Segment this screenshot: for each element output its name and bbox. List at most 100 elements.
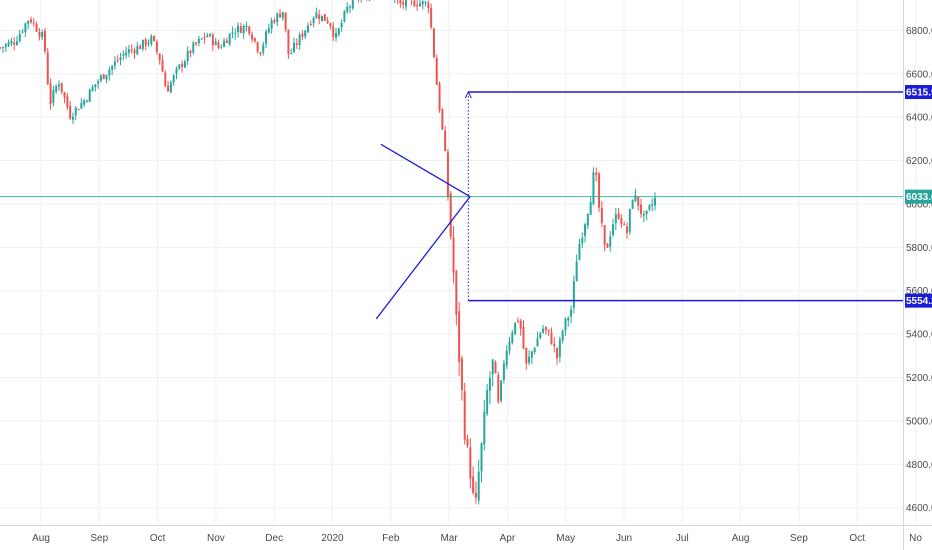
candle-body [421, 1, 424, 5]
candle-body [315, 12, 318, 19]
candle-body [469, 447, 472, 479]
candle-body [544, 326, 547, 331]
time-axis[interactable]: Aug Sep Oct Nov Dec 2020 Feb Mar Apr May Jun Jul Aug… [0, 525, 932, 545]
candle-body [295, 43, 298, 45]
candle-body [351, 0, 354, 9]
candle-body [301, 33, 304, 37]
candle-body [539, 333, 542, 339]
candle-body [77, 109, 80, 111]
candle-body [41, 32, 44, 38]
candle-body [228, 33, 231, 45]
candle-body [113, 61, 116, 66]
x-tick-label: Aug [732, 533, 750, 544]
candle-body [49, 83, 52, 105]
candle-body [634, 195, 637, 202]
candle-body [458, 311, 461, 362]
pattern-drawings[interactable] [0, 90, 903, 320]
x-tick-label: Jun [616, 533, 632, 544]
candle-body [85, 100, 88, 102]
x-tick-label: Sep [90, 533, 108, 544]
candle-body [57, 84, 60, 87]
candle-body [626, 226, 629, 233]
candle-body [189, 50, 192, 54]
candle-body [265, 31, 268, 44]
y-tick-label: 6600.0 [906, 69, 932, 80]
candle-body [525, 347, 528, 364]
candle-body [430, 7, 433, 28]
candle-body [35, 23, 38, 32]
candle-body [620, 218, 623, 224]
candle-body [343, 11, 346, 22]
candle-body [589, 202, 592, 215]
candle-body [200, 38, 203, 40]
candle-body [556, 347, 559, 359]
candle-body [424, 2, 427, 4]
candle-body [603, 225, 606, 245]
candle-body [139, 46, 142, 49]
candle-body [444, 130, 447, 151]
candle-body [281, 11, 284, 19]
candle-body [441, 109, 444, 130]
candle-body [150, 36, 153, 44]
candle-body [578, 243, 581, 260]
candle-body [220, 47, 223, 49]
candle-body [628, 209, 631, 232]
candle-body [144, 39, 147, 46]
candle-body [136, 46, 139, 55]
candle-body [586, 214, 589, 226]
candle-body [80, 102, 83, 109]
candle-body [648, 205, 651, 210]
candle-body [24, 23, 27, 33]
triangle-lower-trendline [375, 196, 471, 320]
price-candles [0, 0, 657, 505]
candle-body [94, 84, 97, 88]
candle-body [432, 28, 435, 58]
candle-body [497, 375, 500, 402]
candle-body [181, 63, 184, 67]
candle-body [225, 40, 228, 44]
candle-body [125, 52, 128, 56]
measure-arrow-head [464, 90, 472, 99]
candle-body [572, 281, 575, 308]
candle-body [52, 90, 55, 103]
candle-body [239, 26, 242, 33]
price-tag-label: 5554.2 [906, 296, 932, 307]
candle-body [69, 106, 72, 119]
candle-body [558, 339, 561, 357]
candle-body [183, 61, 186, 68]
candle-body [10, 41, 13, 44]
candle-body [18, 33, 21, 42]
candle-body [416, 4, 419, 7]
candle-body [287, 29, 290, 55]
candle-body [404, 0, 407, 7]
candle-body [141, 39, 144, 49]
candle-body [32, 22, 35, 24]
candle-body [488, 377, 491, 391]
candle-body [427, 2, 430, 8]
candle-body [642, 214, 645, 216]
x-tick-label: Jul [676, 533, 689, 544]
candle-body [318, 14, 321, 20]
y-tick-label: 5600.0 [906, 286, 932, 297]
candle-body [284, 12, 287, 30]
candle-body [561, 330, 564, 341]
candle-body [276, 13, 279, 22]
candle-body [631, 200, 634, 209]
x-tick-label: Dec [265, 533, 283, 544]
x-tick-label: Nov [207, 533, 225, 544]
x-tick-label: Aug [32, 533, 50, 544]
candle-body [637, 196, 640, 206]
candle-body [206, 35, 209, 38]
x-tick-label: Oct [150, 533, 166, 544]
price-axis[interactable]: 4600.0 4800.0 5000.0 5200.0 5400.0 5600.0 5800… [903, 0, 932, 550]
candle-body [43, 30, 46, 52]
candle-body [214, 41, 217, 46]
candle-body [522, 326, 525, 349]
candle-body [290, 52, 293, 54]
candle-body [161, 60, 164, 72]
candle-body [223, 40, 226, 47]
candle-body [195, 42, 198, 45]
candle-body [606, 243, 609, 248]
candle-body [259, 52, 262, 54]
